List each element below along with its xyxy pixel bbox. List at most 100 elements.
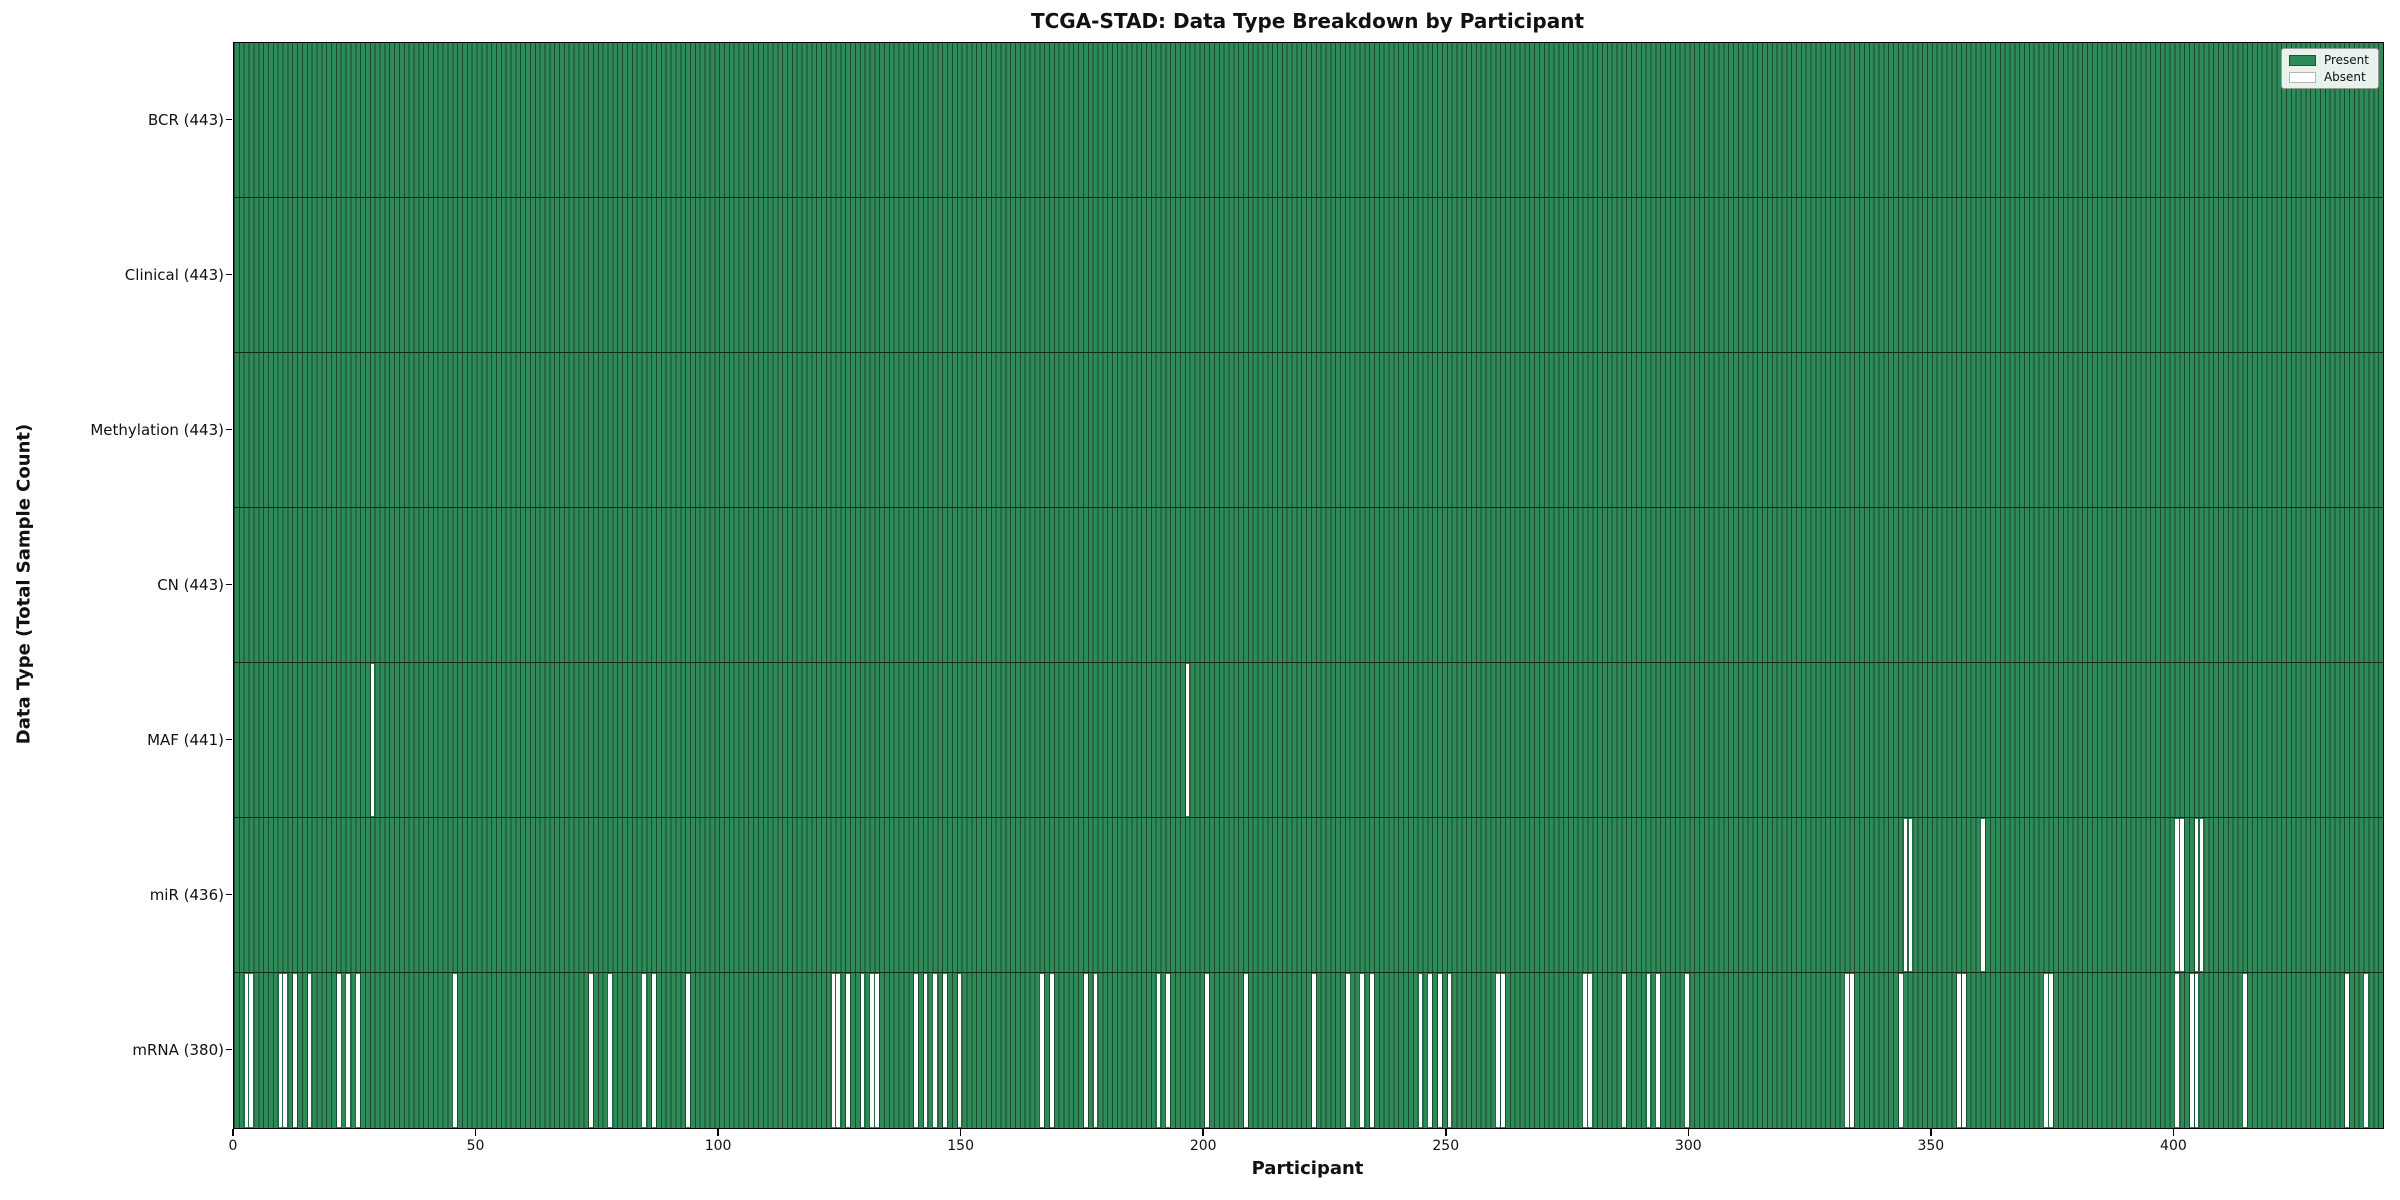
absent-bar-mrna-439 [2364, 974, 2369, 1127]
absent-bar-mrna-244 [1418, 974, 1423, 1127]
row-clinical [234, 198, 2383, 353]
absent-bar-mrna-343 [1898, 974, 1903, 1127]
xtick-mark-150 [959, 1129, 962, 1136]
row-cn [234, 508, 2383, 663]
xtick-label-50: 50 [466, 1138, 485, 1154]
legend-entry-present: Present [2288, 53, 2369, 67]
absent-bar-mrna-129 [860, 974, 865, 1127]
absent-bar-mrna-229 [1345, 974, 1350, 1127]
absent-bar-mrna-279 [1588, 974, 1593, 1127]
row-bcr [234, 43, 2383, 198]
absent-bar-mrna-222 [1311, 974, 1316, 1127]
xtick-label-350: 350 [1917, 1138, 1945, 1154]
ytick-label-bcr: BCR (443) [147, 110, 224, 129]
absent-bar-mir-405 [2199, 819, 2204, 971]
absent-bar-mrna-278 [1583, 974, 1588, 1127]
absent-bar-mrna-286 [1622, 974, 1627, 1127]
absent-bar-mrna-86 [652, 974, 656, 1127]
legend-entry-absent: Absent [2288, 70, 2369, 84]
absent-bar-mrna-77 [608, 974, 613, 1127]
absent-bar-mrna-373 [2044, 974, 2049, 1127]
absent-bar-mrna-132 [875, 974, 879, 1127]
xtick-mark-400 [2172, 1129, 2175, 1136]
absent-bar-mrna-232 [1360, 974, 1365, 1127]
absent-bar-mrna-355 [1957, 974, 1961, 1127]
absent-bar-mrna-25 [356, 974, 360, 1127]
absent-bar-mrna-374 [2049, 974, 2053, 1127]
ytick-mark-bcr [226, 118, 232, 121]
absent-bar-maf-28 [370, 664, 375, 816]
absent-bar-mrna-166 [1040, 974, 1044, 1127]
ytick-mark-maf [226, 738, 232, 741]
legend-present-swatch [2288, 54, 2316, 66]
absent-bar-maf-196 [1185, 664, 1190, 816]
xtick-mark-350 [1930, 1129, 1932, 1136]
ytick-label-maf: MAF (441) [147, 730, 224, 749]
xtick-mark-0 [232, 1129, 234, 1136]
ytick-mark-mir [226, 893, 232, 896]
plot-area: Present Absent [233, 42, 2384, 1129]
absent-bar-mrna-149 [957, 974, 962, 1127]
absent-bar-mrna-435 [2345, 974, 2349, 1127]
absent-bar-mir-344 [1903, 819, 1908, 971]
absent-bar-mir-401 [2180, 819, 2184, 971]
row-maf [234, 663, 2383, 818]
absent-bar-mrna-45 [453, 974, 457, 1127]
absent-bar-mrna-23 [346, 974, 351, 1127]
row-mir [234, 818, 2383, 973]
legend-present-label: Present [2323, 53, 2369, 67]
ytick-label-mrna: mRNA (380) [132, 1040, 224, 1059]
legend-absent-label: Absent [2323, 70, 2366, 84]
xtick-label-0: 0 [228, 1138, 238, 1154]
row-methylation [234, 353, 2383, 508]
xtick-mark-300 [1687, 1129, 1690, 1136]
ytick-label-clinical: Clinical (443) [124, 265, 224, 284]
absent-bar-mrna-332 [1845, 974, 1850, 1127]
absent-bar-mrna-177 [1093, 974, 1098, 1127]
absent-bar-mrna-400 [2175, 974, 2180, 1127]
absent-bar-mir-400 [2175, 819, 2180, 971]
absent-bar-mrna-261 [1501, 974, 1505, 1127]
absent-bar-mrna-84 [642, 974, 647, 1127]
absent-bar-mrna-356 [1961, 974, 1966, 1127]
absent-bar-mrna-403 [2189, 974, 2194, 1127]
row-mrna [234, 973, 2383, 1128]
xtick-mark-250 [1445, 1129, 1447, 1136]
absent-bar-mir-360 [1981, 819, 1986, 971]
absent-bar-mrna-15 [307, 974, 312, 1127]
absent-bar-mrna-93 [686, 974, 690, 1127]
absent-bar-mrna-260 [1496, 974, 1500, 1127]
x-axis-label: Participant [1251, 1158, 1364, 1179]
absent-bar-mir-345 [1908, 819, 1913, 971]
absent-bar-mir-404 [2194, 819, 2199, 971]
absent-bar-mrna-146 [943, 974, 947, 1127]
xtick-label-100: 100 [704, 1138, 732, 1154]
xtick-label-400: 400 [2160, 1138, 2187, 1154]
absent-bar-mrna-404 [2194, 974, 2199, 1127]
ytick-mark-cn [226, 583, 232, 586]
absent-bar-mrna-21 [336, 974, 341, 1127]
ytick-mark-methylation [226, 428, 232, 431]
xtick-label-300: 300 [1674, 1138, 1702, 1154]
absent-bar-mrna-200 [1205, 974, 1209, 1127]
absent-bar-mrna-234 [1370, 974, 1374, 1127]
xtick-mark-200 [1202, 1129, 1204, 1136]
absent-bar-mrna-9 [278, 974, 283, 1127]
xtick-mark-50 [474, 1129, 477, 1136]
absent-bar-mrna-291 [1646, 974, 1651, 1127]
absent-bar-mrna-2 [244, 974, 249, 1127]
absent-bar-mrna-124 [836, 974, 841, 1127]
absent-bar-mrna-175 [1083, 974, 1088, 1127]
ytick-label-mir: miR (436) [149, 885, 224, 904]
absent-bar-mrna-248 [1437, 974, 1442, 1127]
absent-bar-mrna-142 [923, 974, 928, 1127]
absent-bar-mrna-168 [1049, 974, 1054, 1127]
absent-bar-mrna-123 [831, 974, 836, 1127]
absent-bar-mrna-12 [293, 974, 297, 1127]
ytick-mark-clinical [226, 273, 232, 276]
absent-bar-mrna-144 [933, 974, 938, 1127]
absent-bar-mrna-190 [1156, 974, 1161, 1127]
xtick-label-250: 250 [1432, 1138, 1460, 1154]
ytick-mark-mrna [226, 1048, 232, 1051]
